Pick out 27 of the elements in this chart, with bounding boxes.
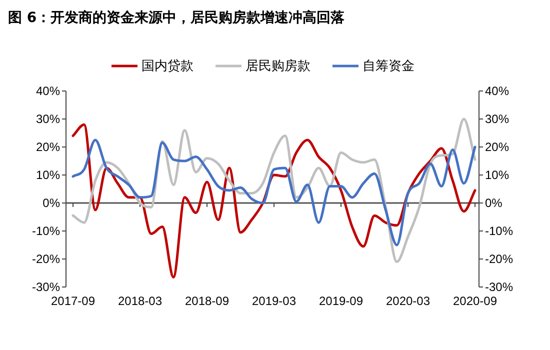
legend-label: 自筹资金 [362, 59, 414, 74]
legend-label: 居民购房款 [246, 58, 310, 74]
y2-tick-label: 0% [485, 196, 503, 210]
y2-tick-label: 20% [485, 140, 510, 154]
y2-tick-label: -20% [485, 252, 514, 266]
chart-title: 图 6：开发商的资金来源中，居民购房款增速冲高回落 [8, 9, 346, 26]
y-tick-label: 10% [36, 168, 60, 182]
y-tick-label: 40% [36, 84, 60, 98]
y2-tick-label: 40% [485, 84, 510, 98]
x-tick-label: 2018-03 [118, 294, 162, 308]
y2-tick-label: -10% [485, 224, 514, 238]
legend-label: 国内贷款 [142, 59, 194, 74]
x-tick-label: 2020-03 [386, 294, 430, 308]
y2-tick-label: 30% [485, 112, 510, 126]
y-tick-label: -20% [32, 252, 60, 266]
y-tick-label: 30% [36, 112, 60, 126]
y-tick-label: 20% [36, 140, 60, 154]
x-tick-label: 2019-09 [318, 294, 364, 308]
y-tick-label: -30% [32, 280, 60, 294]
x-tick-label: 2019-03 [252, 294, 296, 308]
x-tick-label: 2017-09 [50, 294, 96, 308]
y-tick-label: -10% [32, 224, 60, 238]
x-tick-label: 2020-09 [452, 294, 498, 308]
y2-tick-label: -30% [485, 280, 514, 294]
y2-tick-label: 10% [485, 168, 510, 182]
x-tick-label: 2018-09 [184, 294, 230, 308]
y-tick-label: 0% [42, 196, 60, 210]
